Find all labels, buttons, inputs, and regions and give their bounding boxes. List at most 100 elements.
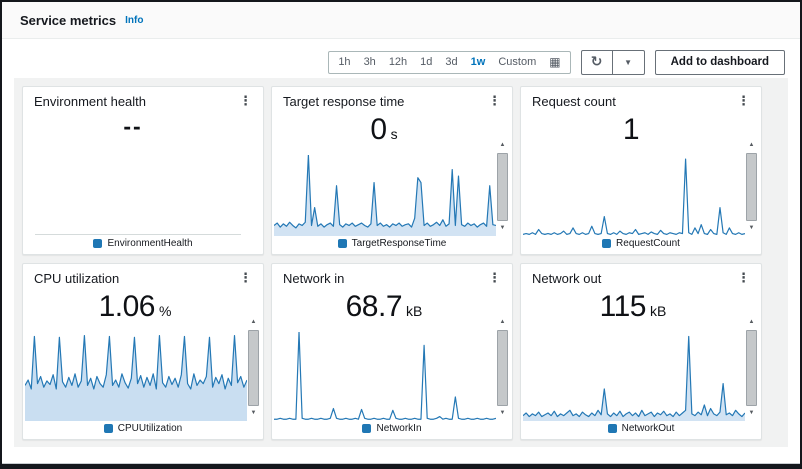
- metric-card-cpu-utilization: CPU utilization ⋮ 1.06% ▲ ▼ C: [22, 263, 264, 440]
- scrollbar[interactable]: ▲ ▼: [745, 318, 758, 418]
- scroll-down-icon[interactable]: ▼: [499, 410, 506, 416]
- scroll-up-icon[interactable]: ▲: [748, 319, 755, 325]
- scrollbar[interactable]: ▲ ▼: [247, 318, 260, 418]
- metric-number: 1: [622, 113, 640, 146]
- timeseries-chart: [25, 332, 247, 421]
- time-range-custom[interactable]: Custom: [498, 56, 537, 68]
- card-menu-icon[interactable]: ⋮: [239, 270, 252, 285]
- info-link[interactable]: Info: [125, 14, 144, 26]
- scroll-thumb[interactable]: [497, 153, 508, 221]
- refresh-icon: ↻: [590, 54, 603, 70]
- metric-unit: kB: [406, 303, 423, 319]
- scroll-up-icon[interactable]: ▲: [250, 319, 257, 325]
- metric-number: 1.06: [98, 290, 156, 323]
- legend-label: NetworkIn: [376, 423, 422, 434]
- metric-number: 0: [370, 113, 387, 146]
- chart-baseline: [35, 234, 241, 235]
- card-body: 115 kB ▲ ▼: [521, 290, 761, 421]
- card-title: Environment health: [34, 94, 147, 109]
- card-body: 68.7 kB ▲ ▼: [272, 290, 512, 421]
- card-menu-icon[interactable]: ⋮: [737, 93, 750, 108]
- metric-card-network-out: Network out ⋮ 115 kB ▲ ▼ Netwo: [520, 263, 762, 440]
- metric-unit: %: [158, 303, 172, 319]
- metrics-panel: Environment health ⋮ -- EnvironmentHealt…: [14, 78, 788, 447]
- metric-value: 68.7 kB: [272, 290, 496, 324]
- legend-label: TargetResponseTime: [351, 238, 447, 249]
- legend-color-swatch: [93, 239, 103, 248]
- chart-legend: CPUUtilization: [23, 421, 263, 439]
- metric-value: 1.06%: [23, 290, 247, 324]
- scroll-thumb[interactable]: [497, 330, 508, 406]
- card-menu-icon[interactable]: ⋮: [488, 270, 501, 285]
- card-menu-icon[interactable]: ⋮: [737, 270, 750, 285]
- legend-label: CPUUtilization: [117, 423, 183, 434]
- chevron-down-icon: ▼: [624, 57, 633, 67]
- legend-label: RequestCount: [616, 238, 680, 249]
- legend-color-swatch: [607, 424, 617, 433]
- metric-unit: s: [390, 126, 398, 142]
- card-body: --: [23, 113, 263, 236]
- card-title: Network out: [532, 271, 602, 286]
- page-header: Service metrics Info: [2, 2, 800, 39]
- timeseries-chart: [523, 332, 745, 421]
- card-header: Target response time ⋮: [272, 87, 512, 113]
- card-header: Request count ⋮: [521, 87, 761, 113]
- card-body: 1 ▲ ▼: [521, 113, 761, 236]
- time-range-12h[interactable]: 12h: [388, 56, 408, 68]
- metrics-row-1: Environment health ⋮ -- EnvironmentHealt…: [22, 86, 780, 255]
- scroll-down-icon[interactable]: ▼: [499, 225, 506, 231]
- refresh-button[interactable]: ↻: [582, 50, 613, 74]
- chart-legend: NetworkOut: [521, 421, 761, 439]
- timeseries-chart: [274, 332, 496, 421]
- card-title: Target response time: [283, 94, 405, 109]
- scroll-up-icon[interactable]: ▲: [499, 142, 506, 148]
- scrollbar[interactable]: ▲ ▼: [745, 141, 758, 233]
- refresh-options-button[interactable]: ▼: [613, 51, 644, 74]
- metric-value: 1: [521, 113, 745, 147]
- scrollbar[interactable]: ▲ ▼: [496, 318, 509, 418]
- legend-color-swatch: [602, 239, 612, 248]
- scroll-up-icon[interactable]: ▲: [748, 142, 755, 148]
- toolbar: 1h 3h 12h 1d 3d 1w Custom ▦ ↻ ▼ Add to d…: [2, 39, 800, 78]
- time-range-1d[interactable]: 1d: [420, 56, 433, 68]
- time-range-1h[interactable]: 1h: [338, 56, 351, 68]
- metric-number: 68.7: [345, 290, 403, 323]
- scroll-thumb[interactable]: [746, 153, 757, 221]
- page-title: Service metrics: [20, 12, 117, 28]
- metric-value: 115 kB: [521, 290, 745, 324]
- time-range-3h[interactable]: 3h: [363, 56, 376, 68]
- scroll-down-icon[interactable]: ▼: [748, 225, 755, 231]
- card-header: Network in ⋮: [272, 264, 512, 290]
- legend-color-swatch: [337, 239, 347, 248]
- scrollbar[interactable]: ▲ ▼: [496, 141, 509, 233]
- scroll-up-icon[interactable]: ▲: [499, 319, 506, 325]
- legend-color-swatch: [103, 424, 113, 433]
- card-menu-icon[interactable]: ⋮: [488, 93, 501, 108]
- scroll-thumb[interactable]: [248, 330, 259, 406]
- chart-legend: EnvironmentHealth: [23, 236, 263, 254]
- metric-card-network-in: Network in ⋮ 68.7 kB ▲ ▼ Netwo: [271, 263, 513, 440]
- scroll-down-icon[interactable]: ▼: [748, 410, 755, 416]
- scroll-thumb[interactable]: [746, 330, 757, 406]
- time-range-1w-selected[interactable]: 1w: [470, 56, 486, 68]
- scroll-down-icon[interactable]: ▼: [250, 410, 257, 416]
- refresh-split-button: ↻ ▼: [580, 49, 645, 75]
- legend-label: NetworkOut: [621, 423, 675, 434]
- metric-value: --: [23, 113, 247, 140]
- time-range-3d[interactable]: 3d: [445, 56, 458, 68]
- calendar-icon[interactable]: ▦: [549, 55, 561, 69]
- metric-number: --: [123, 113, 143, 139]
- metrics-row-2: CPU utilization ⋮ 1.06% ▲ ▼ C: [22, 263, 780, 440]
- chart-legend: NetworkIn: [272, 421, 512, 439]
- add-to-dashboard-button[interactable]: Add to dashboard: [654, 49, 785, 75]
- timeseries-chart: [274, 155, 496, 236]
- chart-legend: RequestCount: [521, 236, 761, 254]
- metric-number: 115: [599, 290, 647, 323]
- card-menu-icon[interactable]: ⋮: [239, 93, 252, 108]
- metric-card-request-count: Request count ⋮ 1 ▲ ▼ Request: [520, 86, 762, 255]
- legend-color-swatch: [362, 424, 372, 433]
